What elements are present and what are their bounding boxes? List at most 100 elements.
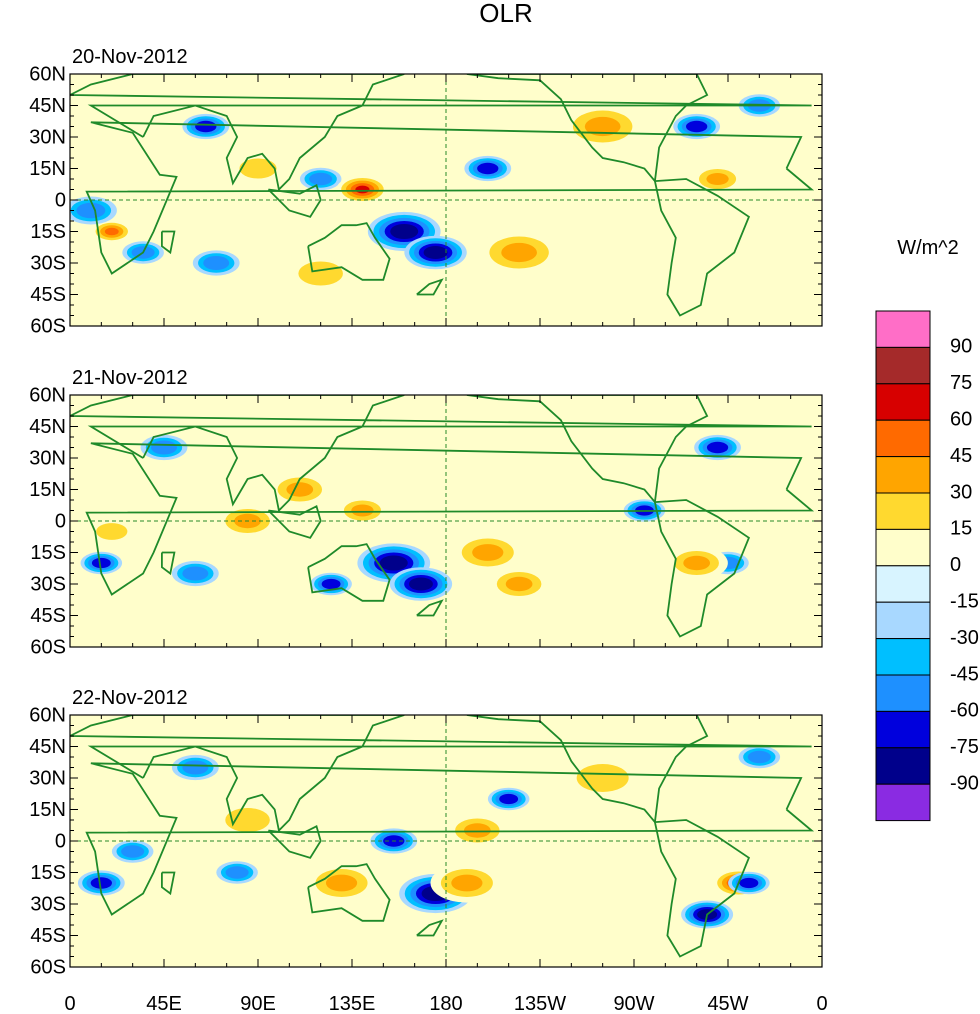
lon-tick-label: 45E xyxy=(146,993,182,1014)
lat-tick-label: 45N xyxy=(29,736,66,758)
colorbar-label: -30 xyxy=(950,627,979,649)
lat-tick-label: 60S xyxy=(30,956,66,978)
lat-tick-label: 30S xyxy=(30,573,66,595)
lat-tick-label: 45N xyxy=(29,416,66,438)
olr-field xyxy=(80,434,749,601)
map-panel-2: 21-Nov-2012 60N 45N 30N 15N 0 15S 30S 45S 60S xyxy=(29,367,823,658)
coastlines xyxy=(70,715,815,958)
lat-tick-label: 60S xyxy=(30,636,66,658)
olr-contour-blob xyxy=(463,823,491,838)
coastline xyxy=(85,121,815,275)
olr-contour-blob xyxy=(428,248,443,257)
olr-contour-blob xyxy=(325,580,337,588)
olr-contour-blob xyxy=(234,812,261,828)
olr-contour-blob xyxy=(187,569,204,578)
olr-contour-blob xyxy=(82,205,100,216)
olr-contour-blob xyxy=(451,874,483,892)
coastline xyxy=(85,442,815,596)
olr-contour-blob xyxy=(94,879,108,887)
colorbar-swatch xyxy=(875,310,931,348)
lat-tick-label: 60N xyxy=(29,63,66,85)
lat-tick-label: 30N xyxy=(29,767,66,789)
olr-contour-blob xyxy=(286,482,314,497)
olr-contour-blob xyxy=(208,258,225,268)
lat-tick-label: 30S xyxy=(30,893,66,915)
coastline xyxy=(416,599,444,617)
colorbar-label: 15 xyxy=(950,518,972,540)
colorbar-boxes xyxy=(875,310,931,822)
map-panel-3: 22-Nov-2012 60N 45N 30N 15N 0 15S 30S 45S 60S xyxy=(29,687,823,978)
olr-contour-blob xyxy=(481,165,495,172)
lon-tick-label: 90W xyxy=(613,993,654,1014)
lon-tick-label: 135E xyxy=(329,993,376,1014)
olr-contour-blob xyxy=(587,769,619,787)
colorbar-swatch xyxy=(875,638,931,676)
figure-title: OLR xyxy=(479,0,532,28)
olr-contour-blob xyxy=(752,753,767,761)
coastline xyxy=(161,230,176,255)
olr-contour-blob xyxy=(743,879,755,887)
colorbar-label: 75 xyxy=(950,372,972,394)
lat-tick-label: 0 xyxy=(55,510,66,532)
colorbar-swatch xyxy=(875,565,931,603)
colorbar-label: -90 xyxy=(950,772,979,794)
coastline xyxy=(85,762,815,916)
lat-tick-label: 15N xyxy=(29,158,66,180)
lon-tick-label: 90E xyxy=(240,993,276,1014)
colorbar-swatch xyxy=(875,710,931,749)
olr-contour-blob xyxy=(502,795,515,803)
coastline xyxy=(267,505,322,539)
colorbar-swatch xyxy=(875,528,931,567)
olr-contour-blob xyxy=(230,868,245,877)
lon-tick-label: 180 xyxy=(429,993,462,1014)
olr-contour-blob xyxy=(413,580,429,588)
colorbar-swatch xyxy=(875,601,931,640)
colorbar-label: -75 xyxy=(950,736,979,758)
olr-contour-blob xyxy=(325,874,358,892)
colorbar-label: -45 xyxy=(950,663,979,685)
olr-field xyxy=(70,94,781,291)
colorbar-labels: 90 75 60 45 30 15 0 -15 -30 -45 -60 -75 -90 xyxy=(950,336,979,795)
olr-contour-blob xyxy=(711,444,724,451)
colorbar-swatch xyxy=(875,419,931,458)
olr-contour-blob xyxy=(355,185,370,194)
coastline xyxy=(466,715,709,825)
lat-tick-label: 60N xyxy=(29,384,66,406)
lat-tick-label: 15S xyxy=(30,542,66,564)
panel-plot-area: 60N 45N 30N 15N 0 15S 30S 45S 60S xyxy=(29,63,823,337)
lat-tick-label: 30N xyxy=(29,126,66,148)
coastline xyxy=(267,184,322,218)
olr-contour-blob xyxy=(351,504,374,517)
colorbar-swatch xyxy=(875,346,931,385)
colorbar-label: 45 xyxy=(950,445,972,467)
coastline xyxy=(654,178,751,317)
coastline xyxy=(654,819,751,958)
coastline xyxy=(70,395,812,513)
units-label: W/m^2 xyxy=(897,237,959,259)
lat-tick-label: 15N xyxy=(29,799,66,821)
lat-tick-label: 30S xyxy=(30,252,66,274)
panel-plot-area: 60N 45N 30N 15N 0 15S 30S 45S 60S xyxy=(29,384,823,658)
olr-contour-blob xyxy=(501,242,537,263)
lat-tick-label: 30N xyxy=(29,447,66,469)
coastline xyxy=(466,395,709,505)
lat-tick-label: 45S xyxy=(30,284,66,306)
olr-contour-blob xyxy=(95,559,108,567)
lon-tick-label: 0 xyxy=(816,993,827,1014)
olr-contour-blob xyxy=(385,558,403,568)
lon-tick-label: 135W xyxy=(514,993,566,1014)
lat-tick-label: 0 xyxy=(55,830,66,852)
colorbar-label: 60 xyxy=(950,408,972,430)
coastline xyxy=(70,715,812,833)
olr-contour-blob xyxy=(683,555,711,571)
olr-contour-blob xyxy=(706,173,729,185)
coastlines xyxy=(70,395,815,638)
colorbar-swatch xyxy=(875,383,931,421)
colorbar-swatch xyxy=(875,783,931,822)
olr-contour-blob xyxy=(584,116,621,137)
lat-tick-label: 0 xyxy=(55,189,66,211)
coastline xyxy=(466,74,709,184)
colorbar-swatch xyxy=(875,492,931,530)
colorbar-swatch xyxy=(875,674,931,712)
